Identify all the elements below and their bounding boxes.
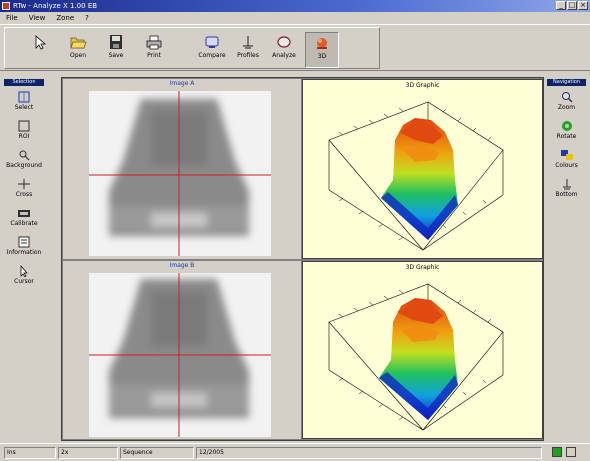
tool-calibrate[interactable]: Calibrate [3,203,45,232]
image-a-viewport[interactable] [89,91,271,256]
navigation-panel-header: Navigation [547,79,586,86]
printer-icon [146,35,162,50]
image-a-pane: Image A [63,79,301,259]
status-bar: Ins 2x Sequence 12/2005 [0,443,590,461]
nav-bottom-label: Bottom [555,191,578,198]
window-controls: _ □ × [556,1,588,10]
image-b-title: Image B [169,262,195,269]
status-mode: Ins [4,447,56,459]
window-title: RTw - Analyze X 1.00 EB [13,2,98,10]
plot-a-surface[interactable] [303,80,542,256]
status-indicator-icon [552,447,562,457]
menu-file[interactable]: File [6,14,18,22]
main-view-area: Image A 3D Graphic [61,77,544,441]
save-button[interactable]: Save [99,32,133,68]
plot-a-title: 3D Graphic [405,82,440,89]
compare-button[interactable]: Compare [195,32,229,68]
analyze-icon [277,36,291,48]
tool-cursor-label: Cursor [14,278,34,285]
compare-icon [205,36,219,48]
print-button[interactable]: Print [137,32,171,68]
background-icon [19,150,30,161]
menu-view[interactable]: View [28,14,46,22]
tool-select[interactable]: Select [3,87,45,116]
save-disk-icon [110,35,122,49]
nav-rotate-label: Rotate [556,133,577,140]
tool-select-label: Select [14,104,34,111]
crosshair-icon [18,179,30,189]
nav-zoom[interactable]: Zoom [546,87,587,116]
image-b-pane: Image B [63,261,301,439]
status-date: 12/2005 [196,447,542,459]
selection-panel: Selection Select ROI Background Cross Ca… [3,78,45,436]
image-b-viewport[interactable] [89,273,271,437]
minimize-button[interactable]: _ [556,1,566,10]
nav-colours-label: Colours [555,162,578,169]
app-icon [2,2,10,10]
tool-background-label: Background [6,162,42,169]
colours-icon [560,150,573,160]
status-zoom: 2x [58,447,118,459]
tool-cross[interactable]: Cross [3,174,45,203]
open-button[interactable]: Open [61,32,95,68]
tool-background[interactable]: Background [3,145,45,174]
toolbar: Open Save Print Compare Profiles Analyze… [0,24,590,71]
open-label: Open [69,52,87,59]
pointer-button[interactable] [23,32,57,68]
image-a-title: Image A [169,80,195,87]
tool-information-label: Information [6,249,42,256]
title-bar: RTw - Analyze X 1.00 EB _ □ × [0,0,590,12]
zoom-icon [561,92,572,103]
nav-colours[interactable]: Colours [546,145,587,174]
analyze-label: Analyze [272,52,296,59]
tool-information[interactable]: Information [3,232,45,261]
close-button[interactable]: × [578,1,588,10]
plot-b-surface[interactable] [303,262,542,436]
print-label: Print [147,52,161,59]
3d-label: 3D [317,53,327,60]
status-lock-icon [566,447,576,457]
nav-bottom[interactable]: Bottom [546,174,587,203]
arrow-icon [35,35,47,50]
tool-cross-label: Cross [15,191,33,198]
calibrate-icon [18,210,30,217]
profiles-button[interactable]: Profiles [231,32,265,68]
3d-icon [317,38,327,49]
maximize-button[interactable]: □ [567,1,577,10]
tool-cursor[interactable]: Cursor [3,261,45,290]
image-a-scan[interactable] [89,91,271,256]
navigation-panel: Navigation Zoom Rotate Colours Bottom [546,78,587,236]
tool-roi[interactable]: ROI [3,116,45,145]
image-b-scan[interactable] [89,273,271,437]
plot-b-pane[interactable]: 3D Graphic [302,261,543,439]
roi-icon [18,120,30,132]
menu-bar: File View Zone ? [0,12,590,24]
selection-panel-header: Selection [4,79,44,86]
save-label: Save [108,52,124,59]
bottom-icon [562,179,571,190]
open-folder-icon [70,37,87,49]
toolbar-group: Open Save Print Compare Profiles Analyze… [4,27,380,69]
tool-roi-label: ROI [18,133,30,140]
nav-rotate[interactable]: Rotate [546,116,587,145]
profiles-label: Profiles [237,52,259,59]
menu-zone[interactable]: Zone [56,14,75,22]
information-icon [18,236,30,248]
3d-button[interactable]: 3D [305,32,339,68]
menu-help[interactable]: ? [85,14,89,22]
cursor-icon [20,265,28,277]
compare-label: Compare [198,52,226,59]
plot-a-pane[interactable]: 3D Graphic [302,79,543,259]
profile-icon [243,36,253,49]
tool-calibrate-label: Calibrate [10,220,38,227]
analyze-button[interactable]: Analyze [267,32,301,68]
rotate-icon [561,121,572,131]
plot-b-title: 3D Graphic [405,264,440,271]
nav-zoom-label: Zoom [557,104,576,111]
status-sequence: Sequence [120,447,194,459]
select-icon [18,91,30,103]
